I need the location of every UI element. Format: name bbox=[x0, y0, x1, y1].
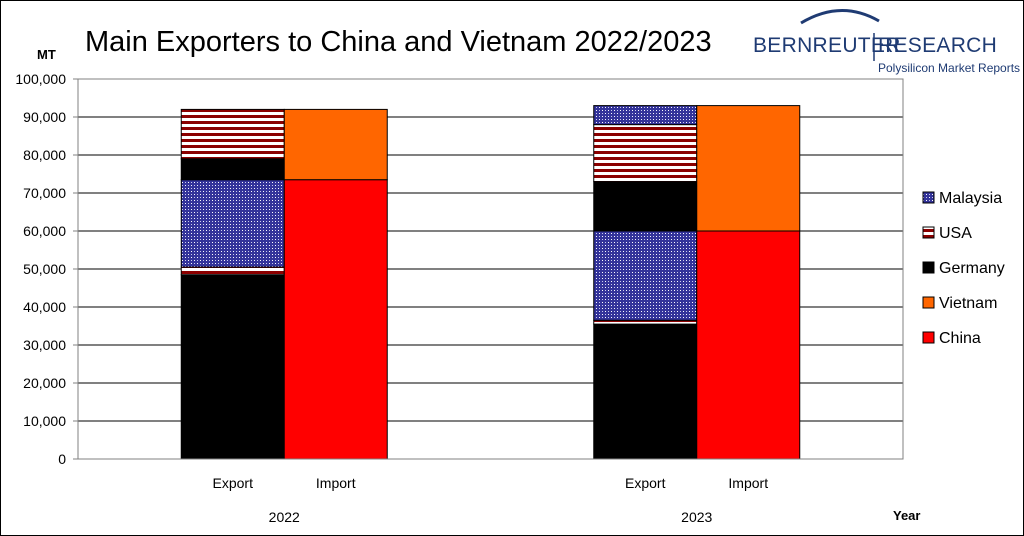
y-tick-label: 80,000 bbox=[23, 147, 66, 163]
bar-segment-2022-export-germany bbox=[180, 274, 285, 460]
legend-swatch-china bbox=[922, 331, 935, 344]
y-tick-label: 60,000 bbox=[23, 223, 66, 239]
bar-segment-2023-export-germany bbox=[593, 323, 698, 460]
x-labels: Export Import 2022 Export Import 2023 bbox=[213, 475, 769, 525]
bar-segment-2022-import-china bbox=[283, 179, 388, 460]
bar-segment-2023-export-malaysia bbox=[593, 105, 698, 126]
bar-segment-2023-export-germany bbox=[593, 181, 698, 232]
legend-label-china: China bbox=[939, 330, 981, 347]
y-tick-label: 50,000 bbox=[23, 261, 66, 277]
chart-title: Main Exporters to China and Vietnam 2022… bbox=[85, 26, 712, 58]
bar-segment-2022-export-usa bbox=[180, 108, 285, 160]
y-axis-unit: MT bbox=[37, 47, 56, 62]
y-tick-label: 30,000 bbox=[23, 337, 66, 353]
y-tick-label: 10,000 bbox=[23, 413, 66, 429]
logo-name-right: RESEARCH bbox=[878, 34, 997, 57]
x-bar-label: Import bbox=[316, 475, 356, 491]
legend-swatch-vietnam bbox=[922, 296, 935, 309]
y-tick-label: 40,000 bbox=[23, 299, 66, 315]
x-bar-label: Export bbox=[213, 475, 254, 491]
y-tick-labels: 0 10,000 20,000 30,000 40,000 50,000 60,000 70,… bbox=[15, 71, 78, 467]
x-group-label: 2023 bbox=[681, 509, 712, 525]
bar-segment-2023-import-china bbox=[696, 230, 801, 460]
y-tick-label: 90,000 bbox=[23, 109, 66, 125]
legend-swatch-germany bbox=[922, 261, 935, 274]
bar-segment-2022-export-usa bbox=[180, 266, 285, 276]
logo-arc bbox=[800, 9, 880, 25]
bar-segment-2023-export-usa bbox=[593, 124, 698, 183]
bar-segment-2022-import-vietnam bbox=[283, 108, 388, 181]
bars bbox=[180, 105, 801, 460]
legend-label-usa: USA bbox=[939, 225, 972, 242]
bar-segment-2023-export-usa bbox=[593, 319, 698, 325]
legend: Malaysia USA Germany Vietnam China bbox=[922, 190, 1005, 347]
x-bar-label: Export bbox=[625, 475, 666, 491]
plot-area-border bbox=[77, 78, 904, 460]
bar-segment-2023-export-malaysia bbox=[593, 230, 698, 321]
legend-label-vietnam: Vietnam bbox=[939, 295, 997, 312]
legend-swatch-usa bbox=[922, 226, 935, 239]
bar-segment-2022-export-malaysia bbox=[180, 179, 285, 268]
brand-logo: BERNREUTER RESEARCH Polysilicon Market R… bbox=[753, 9, 1020, 75]
y-tick-label: 20,000 bbox=[23, 375, 66, 391]
y-tick-label: 0 bbox=[58, 451, 66, 467]
y-tick-label: 100,000 bbox=[15, 71, 66, 87]
legend-swatch-malaysia bbox=[922, 191, 935, 204]
x-axis-title: Year bbox=[893, 508, 920, 523]
logo-tagline: Polysilicon Market Reports bbox=[878, 61, 1020, 75]
legend-label-malaysia: Malaysia bbox=[939, 190, 1002, 207]
legend-label-germany: Germany bbox=[939, 260, 1005, 277]
y-tick-label: 70,000 bbox=[23, 185, 66, 201]
bar-segment-2023-import-vietnam bbox=[696, 105, 801, 232]
logo-name-left: BERNREUTER bbox=[753, 34, 901, 57]
x-bar-label: Import bbox=[728, 475, 768, 491]
bar-segment-2022-export-germany bbox=[180, 158, 285, 181]
x-group-label: 2022 bbox=[269, 509, 300, 525]
